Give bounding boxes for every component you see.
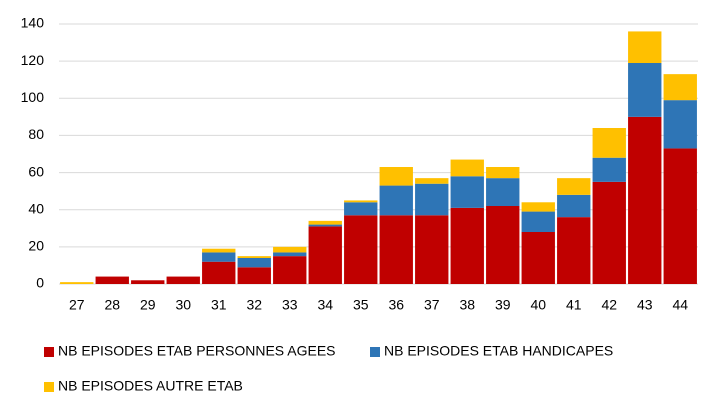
bar-segment [521,232,555,284]
bar-segment [237,256,271,258]
bar-segment [308,220,342,225]
bar-segment [60,282,94,284]
bar-segment [450,159,484,177]
legend-label: NB EPISODES ETAB HANDICAPES [384,343,613,359]
x-tick-label: 44 [672,297,688,313]
x-tick-label: 34 [317,297,333,313]
bar-segment [379,185,413,216]
bar-segment [450,176,484,208]
bar-segment [557,217,591,284]
x-tick-label: 37 [424,297,440,313]
x-tick-label: 43 [637,297,653,313]
x-tick-label: 40 [530,297,546,313]
bar-segment [521,202,555,212]
y-tick-label: 100 [21,89,45,105]
bar-segment [379,215,413,284]
x-tick-label: 33 [282,297,298,313]
bar-segment [273,252,307,257]
bar-segment [628,31,662,63]
bar-segment [95,276,129,284]
bar-segment [557,178,591,195]
bar-segment [663,148,697,284]
bar-segment [521,211,555,232]
bar-segment [202,261,236,284]
bar-segment [237,267,271,284]
bar-segment [237,258,271,268]
x-tick-label: 39 [495,297,511,313]
bar-segment [273,256,307,284]
x-tick-label: 38 [459,297,475,313]
y-tick-label: 0 [36,275,44,291]
bar-segment [415,183,449,216]
bar-segment [131,280,165,284]
bar-segment [628,63,662,117]
y-tick-label: 60 [28,163,44,179]
x-tick-label: 35 [353,297,369,313]
x-tick-label: 28 [104,297,120,313]
y-tick-label: 80 [28,126,44,142]
bar-segment [344,200,378,203]
y-tick-label: 140 [21,15,45,31]
bar-segment [415,215,449,284]
bar-segment [344,202,378,216]
bar-segment [663,100,697,149]
y-tick-label: 120 [21,52,45,68]
bar-segment [308,226,342,284]
y-tick-label: 20 [28,238,44,254]
bar-segment [557,194,591,218]
y-tick-label: 40 [28,200,44,216]
legend-swatch [44,347,54,357]
bar-segment [592,181,626,284]
legend-swatch [370,347,380,357]
bar-segment [273,246,307,253]
bar-segment [486,206,520,284]
bar-segment [592,128,626,158]
bar-segment [592,157,626,182]
x-tick-label: 31 [211,297,227,313]
x-tick-label: 29 [140,297,156,313]
legend-label: NB EPISODES AUTRE ETAB [58,378,243,394]
x-tick-label: 30 [175,297,191,313]
x-tick-label: 27 [69,297,85,313]
bar-segment [663,74,697,101]
bar-segment [486,167,520,179]
bar-segment [202,252,236,262]
bar-segment [415,178,449,184]
bar-segment [166,276,200,284]
bar-segment [344,215,378,284]
bar-segment [308,224,342,227]
bar-segment [202,248,236,253]
x-tick-label: 42 [601,297,617,313]
bar-segment [450,207,484,284]
bar-segment [379,167,413,186]
legend-label: NB EPISODES ETAB PERSONNES AGEES [58,343,336,359]
x-tick-label: 41 [566,297,582,313]
x-tick-label: 32 [246,297,262,313]
x-tick-label: 36 [388,297,404,313]
legend-swatch [44,382,54,392]
bar-segment [486,178,520,206]
bar-segment [628,116,662,284]
